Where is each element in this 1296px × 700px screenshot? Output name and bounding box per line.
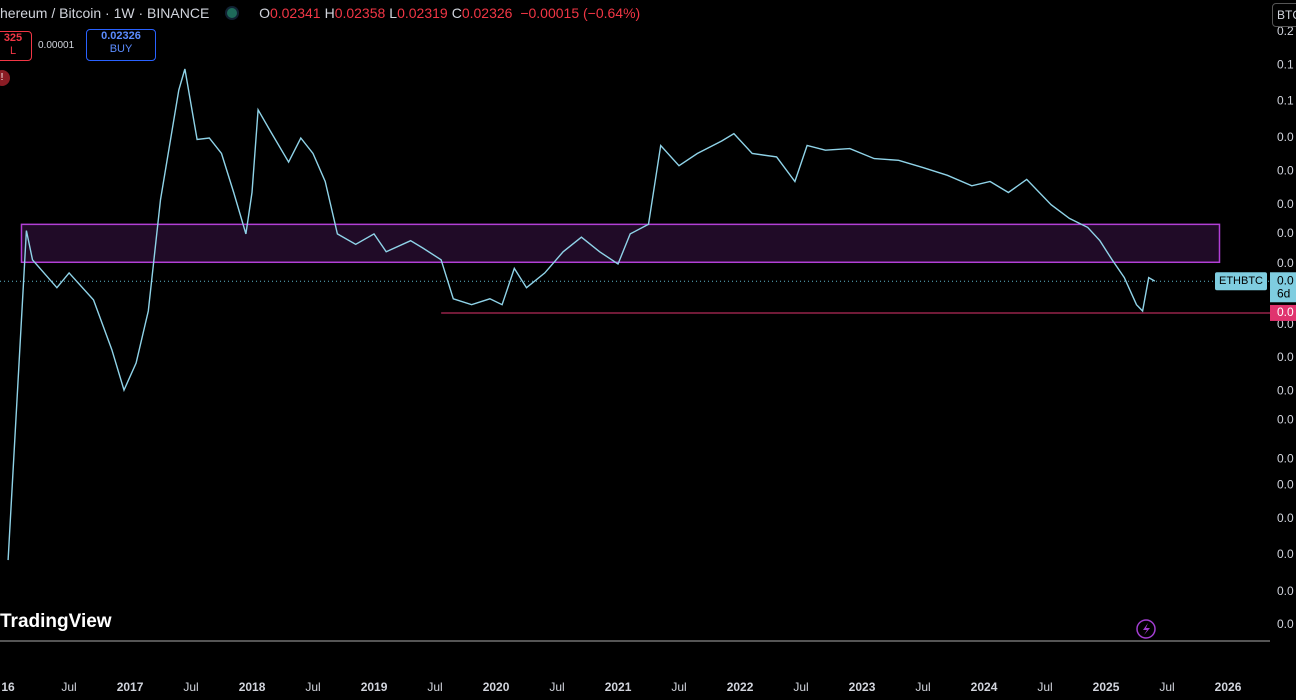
y-tick-label: 0.0 xyxy=(1277,164,1294,178)
buy-price: 0.02326 xyxy=(101,30,141,42)
spread: 0.00001 xyxy=(38,40,75,51)
x-tick-label: Jul xyxy=(305,680,320,694)
x-tick-label: 2018 xyxy=(239,680,266,694)
legend-header: hereum / Bitcoin · 1W · BINANCE O0.02341… xyxy=(0,5,640,21)
sell-price: 325 xyxy=(3,32,23,44)
ohlc-label: C xyxy=(451,5,462,21)
status-dot xyxy=(227,8,238,18)
x-tick-label: Jul xyxy=(183,680,198,694)
y-tick-label: 0.0 xyxy=(1277,130,1294,144)
ohlc-value: 0.02358 xyxy=(334,5,386,21)
change: −0.00015 (−0.64%) xyxy=(520,5,641,21)
currency-button[interactable]: BTC xyxy=(1272,3,1296,27)
last-price-tag xyxy=(1270,272,1296,303)
y-tick-label: 0.0 xyxy=(1277,384,1294,398)
ohlc-value: 0.02319 xyxy=(397,5,448,21)
y-tick-label: 0.1 xyxy=(1277,93,1294,107)
sell-button[interactable]: 325 L xyxy=(0,31,32,61)
ohlc-label: O xyxy=(259,5,270,21)
symbol-label: ETHBTC xyxy=(1219,275,1263,287)
ohlc-label: H xyxy=(324,5,335,21)
x-tick-label: Jul xyxy=(427,680,442,694)
x-tick-label: Jul xyxy=(549,680,564,694)
y-tick-label: 0.0 xyxy=(1277,584,1294,598)
support-tag xyxy=(1270,304,1296,321)
watermark: TradingView xyxy=(0,611,112,632)
y-tick-label: 0.1 xyxy=(1277,57,1294,71)
x-tick-label: 2017 xyxy=(117,680,144,694)
ohlc-label: L xyxy=(389,5,398,21)
x-tick-label: Jul xyxy=(671,680,686,694)
y-tick-label: 0.0 xyxy=(1277,452,1294,466)
x-tick-label: Jul xyxy=(915,680,930,694)
symbol-tag xyxy=(1215,272,1267,291)
y-tick-label: 0.0 xyxy=(1277,413,1294,427)
y-tick-label: 0.0 xyxy=(1277,478,1294,492)
price-line xyxy=(7,68,1156,561)
x-tick-label: Jul xyxy=(793,680,808,694)
countdown: 6d xyxy=(1277,286,1290,300)
last-price-label: 0.0 xyxy=(1277,273,1294,287)
x-tick-label: 2021 xyxy=(605,680,632,694)
y-tick-label: 0.0 xyxy=(1277,256,1294,270)
y-tick-label: 0.0 xyxy=(1277,197,1294,211)
x-tick-label: 2025 xyxy=(1093,680,1120,694)
x-tick-label: Jul xyxy=(61,680,76,694)
lightning-glyph xyxy=(1143,623,1150,635)
x-tick-label: 2020 xyxy=(483,680,510,694)
x-tick-label: 16 xyxy=(1,680,15,694)
x-tick-label: 2026 xyxy=(1215,680,1242,694)
x-tick-label: 2023 xyxy=(849,680,876,694)
x-tick-label: Jul xyxy=(1037,680,1052,694)
y-tick-label: 0.0 xyxy=(1277,226,1294,240)
y-tick-label: 0.2 xyxy=(1277,24,1294,38)
ohlc-value: 0.02341 xyxy=(269,5,321,21)
buy-label: BUY xyxy=(109,43,133,55)
x-tick-label: 2024 xyxy=(971,680,998,694)
buy-button[interactable]: 0.02326 BUY xyxy=(86,29,156,61)
ohlc: O0.02341 H0.02358 L0.02319 C0.02326 xyxy=(259,5,516,21)
y-tick-label: 0.0 xyxy=(1277,547,1294,561)
alert-icon[interactable]: ! xyxy=(0,70,10,86)
x-tick-label: 2019 xyxy=(361,680,388,694)
resistance-zone xyxy=(20,223,1221,264)
x-tick-label: Jul xyxy=(1159,680,1174,694)
sell-label: L xyxy=(9,45,17,57)
support-label: 0.0 xyxy=(1277,305,1294,319)
x-tick-label: 2022 xyxy=(727,680,754,694)
ohlc-value: 0.02326 xyxy=(461,5,513,21)
y-tick-label: 0.0 xyxy=(1277,511,1294,525)
y-tick-label: 0.0 xyxy=(1277,350,1294,364)
y-tick-label: 0.0 xyxy=(1277,617,1294,631)
lightning-icon[interactable] xyxy=(1136,619,1156,639)
symbol[interactable]: hereum / Bitcoin · 1W · BINANCE xyxy=(0,5,210,21)
